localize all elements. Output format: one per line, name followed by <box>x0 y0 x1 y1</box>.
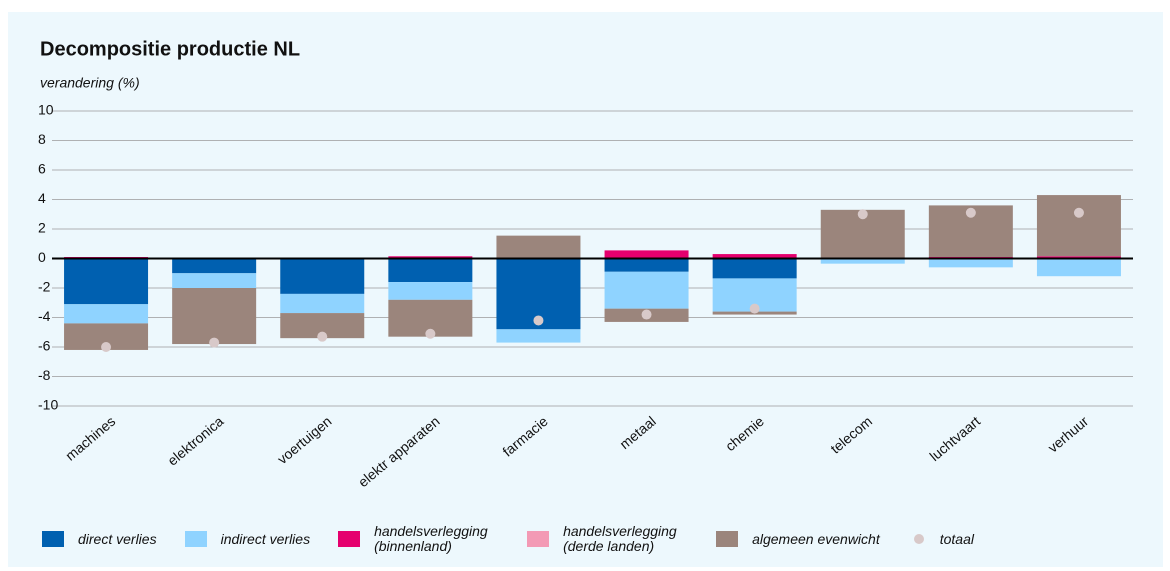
legend-label: indirect verlies <box>220 530 311 547</box>
bar-segment <box>280 293 365 314</box>
bar-segment <box>172 258 257 274</box>
legend-item: handelsverlegging (binnenland) <box>338 524 499 554</box>
y-tick-label: -2 <box>38 279 51 295</box>
y-tick-label: -4 <box>38 308 51 324</box>
legend-label: algemeen evenwicht <box>752 530 880 547</box>
y-tick-label: 2 <box>38 220 46 236</box>
grid <box>52 110 1133 407</box>
y-tick-label: -6 <box>38 338 51 354</box>
y-tick-label: 4 <box>38 190 46 206</box>
bar-segment <box>1036 258 1121 277</box>
legend-item: indirect verlies <box>184 530 311 547</box>
bar-segment <box>496 235 581 259</box>
y-tick-label: 0 <box>38 249 46 265</box>
bar-segment <box>388 258 473 283</box>
total-dot <box>101 342 112 352</box>
legend-label: handelsverlegging (binnenland) <box>374 523 488 554</box>
legend-item: direct verlies <box>42 531 157 547</box>
y-tick-label: 8 <box>38 131 46 147</box>
total-dot <box>209 337 220 348</box>
legend-swatch <box>527 531 550 547</box>
bar-segment <box>712 254 797 259</box>
bar-segment <box>496 329 581 343</box>
legend-item: handelsverlegging (derde landen) <box>527 524 688 554</box>
bar-segment <box>172 288 257 345</box>
y-tick-label: -8 <box>38 367 51 383</box>
y-tick-label: -10 <box>38 397 58 413</box>
bar-segment <box>388 256 473 259</box>
total-dot <box>857 209 868 220</box>
legend-dot <box>913 534 924 544</box>
legend: direct verlies indirect verlies handelsver… <box>42 524 1002 554</box>
bar-segment <box>1036 256 1121 259</box>
y-tick-label: 6 <box>38 161 46 177</box>
legend-label: handelsverlegging (derde landen) <box>563 523 677 554</box>
bar-segment <box>64 304 149 324</box>
legend-swatch <box>42 531 64 547</box>
legend-swatch <box>184 531 207 547</box>
bars <box>64 195 1121 350</box>
bar-segment <box>64 258 149 305</box>
legend-item: totaal <box>908 530 974 547</box>
legend-label: totaal <box>939 530 974 547</box>
bar-segment <box>280 258 365 294</box>
total-dot <box>317 331 328 342</box>
bar-segment <box>604 271 689 309</box>
legend-swatch <box>716 531 739 547</box>
bar-segment <box>172 273 257 288</box>
total-dot <box>965 207 976 218</box>
legend-item: algemeen evenwicht <box>716 531 880 547</box>
bar-segment <box>604 250 689 259</box>
chart-title: Decompositie productie NL <box>40 38 300 60</box>
bar-segment <box>928 258 1013 268</box>
y-axis-label: verandering (%) <box>40 75 140 91</box>
total-dot <box>425 328 436 339</box>
bar-segment <box>1036 195 1121 257</box>
total-dot <box>1073 207 1084 218</box>
bar-segment <box>712 258 797 279</box>
total-dot <box>533 315 544 326</box>
legend-swatch <box>338 531 361 547</box>
total-dot <box>749 303 760 314</box>
bar-segment <box>820 258 905 264</box>
bar-segment <box>388 282 473 300</box>
y-tick-label: 10 <box>38 102 54 118</box>
total-dot <box>641 309 652 320</box>
legend-label: direct verlies <box>78 530 157 547</box>
bar-segment <box>604 258 689 272</box>
